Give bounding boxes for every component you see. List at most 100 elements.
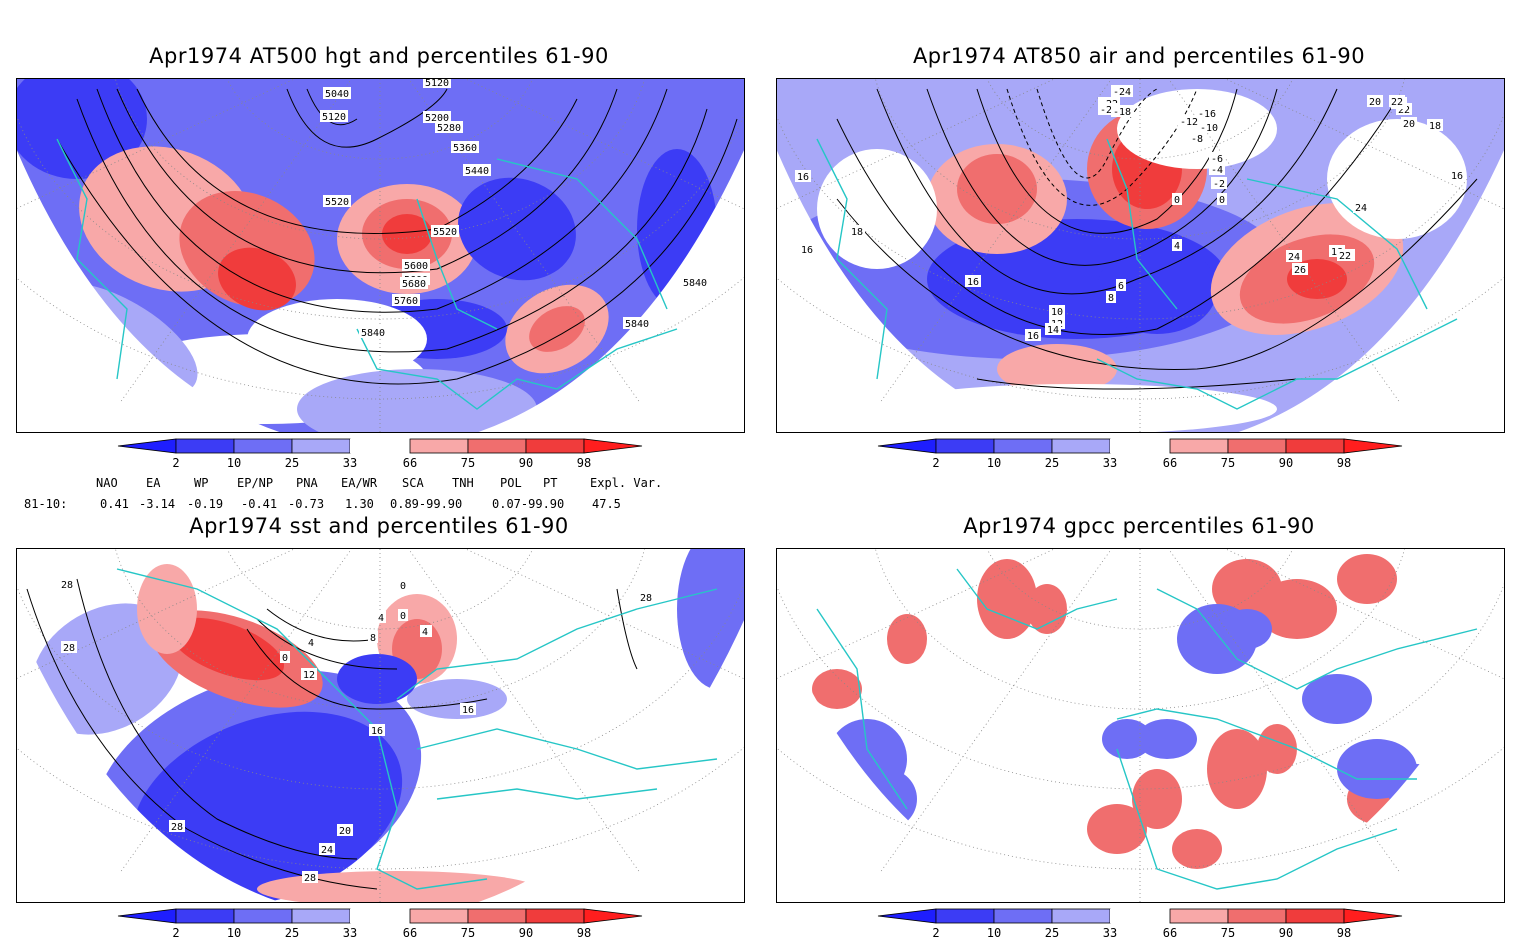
svg-text:5600: 5600 — [404, 261, 428, 272]
index-value-nao: 0.41 — [100, 497, 129, 511]
colorbar-arrow-low — [117, 908, 177, 924]
index-header-sca: SCA — [402, 476, 424, 490]
svg-text:22: 22 — [1339, 251, 1351, 262]
contour-label: 20 — [1401, 117, 1417, 130]
precip-anomaly — [1302, 674, 1372, 724]
contour-label: 16 — [369, 724, 385, 737]
svg-text:5520: 5520 — [325, 197, 349, 208]
svg-text:22: 22 — [1398, 105, 1410, 116]
contour-label: -4 — [1209, 163, 1225, 176]
contour-label: 28 — [61, 641, 77, 654]
colorbar-segment — [1110, 909, 1170, 923]
anomaly-shade — [17, 79, 147, 179]
svg-text:24: 24 — [1288, 252, 1300, 263]
contour-label: 0 — [398, 579, 408, 592]
contour-line — [136, 88, 578, 234]
anomaly-shade — [407, 679, 507, 719]
contour-line — [266, 608, 378, 642]
svg-text:8: 8 — [370, 633, 376, 644]
colorbar-segment — [1051, 438, 1111, 454]
index-header-pt: PT — [543, 476, 558, 490]
anomaly-shade — [677, 549, 744, 689]
colorbar-segment — [1285, 438, 1345, 454]
anomaly-shade — [529, 306, 585, 352]
contour-label: 16 — [1449, 169, 1465, 182]
svg-text:22: 22 — [1391, 97, 1403, 108]
contour-label: -24 — [1111, 85, 1133, 98]
colorbar-tick-label: 75 — [461, 456, 475, 470]
contour-label: 0 — [1172, 193, 1182, 206]
index-header-pol: POL — [500, 476, 522, 490]
contour-label: -10 — [1198, 121, 1220, 134]
svg-text:12: 12 — [303, 670, 315, 681]
contour-label: 24 — [1353, 201, 1369, 214]
svg-text:5040: 5040 — [325, 89, 349, 100]
contour-label: 6 — [1116, 279, 1126, 292]
index-row-label: 81-10: — [24, 497, 68, 511]
graticule — [17, 549, 744, 902]
precip-anomaly — [1102, 719, 1152, 759]
index-value-eawr: 1.30 — [345, 497, 374, 511]
colorbar-tick-label: 10 — [227, 456, 241, 470]
colorbar-segment — [1285, 908, 1345, 924]
colorbar-tick-label: 75 — [461, 926, 475, 940]
anomaly-shade — [817, 149, 937, 269]
contour-line — [96, 88, 668, 313]
index-value-explvar: 47.5 — [592, 497, 621, 511]
contour-label: 8 — [368, 631, 378, 644]
map-panel-hgt500: 5040 5120 5120 5200 5280 5360 5440 5520 5520 5600… — [16, 78, 745, 433]
colorbar-segment — [1051, 908, 1111, 924]
colorbar-arrow-high — [583, 438, 643, 454]
svg-text:-24: -24 — [1113, 87, 1131, 98]
colorbar-tick-label: 10 — [987, 926, 1001, 940]
contour-line — [836, 98, 1398, 336]
svg-text:10: 10 — [1051, 307, 1063, 318]
colorbar-tick-label: 33 — [1103, 456, 1117, 470]
contour-label: 16 — [460, 703, 476, 716]
contour-label: 28 — [169, 820, 185, 833]
colorbar-segment — [175, 908, 235, 924]
index-value-wp: -0.19 — [187, 497, 224, 511]
colorbar-tick-label: 33 — [1103, 926, 1117, 940]
index-header-nao: NAO — [96, 476, 118, 490]
contour-label: 5200 — [423, 111, 451, 124]
contour-line — [286, 88, 448, 148]
colorbar-tick-label: 33 — [343, 926, 357, 940]
contour-label: 20 — [1367, 95, 1383, 108]
svg-text:28: 28 — [171, 822, 183, 833]
svg-text:4: 4 — [378, 613, 384, 624]
panel-title-gpcc: Apr1974 gpcc percentiles 61-90 — [963, 514, 1315, 538]
colorbar-tick-label: 2 — [932, 926, 939, 940]
colorbar-segment — [993, 908, 1053, 924]
contour-label: 5840 — [681, 276, 709, 289]
panel-title-hgt500: Apr1974 AT500 hgt and percentiles 61-90 — [149, 44, 609, 68]
anomaly-shade — [337, 654, 417, 704]
colorbar-tick-label: 66 — [1163, 926, 1177, 940]
contour-label: 5520 — [431, 225, 459, 238]
anomaly-shade — [382, 214, 432, 254]
panel-title-sst: Apr1974 sst and percentiles 61-90 — [189, 514, 569, 538]
colorbar-tick-label: 2 — [172, 926, 179, 940]
colorbar-segment — [525, 438, 585, 454]
anomaly-shade — [218, 247, 296, 311]
svg-text:28: 28 — [61, 580, 73, 591]
colorbar-top-left: 2 10 25 33 66 75 90 98 — [110, 438, 650, 474]
svg-text:5680: 5680 — [402, 279, 426, 290]
colorbar-tick-label: 75 — [1221, 926, 1235, 940]
contour-label: 28 — [59, 578, 75, 591]
colorbar-bottom-right: 2 10 25 33 66 75 90 98 — [870, 908, 1410, 944]
colorbar-tick-label: 25 — [285, 456, 299, 470]
contour-label: 16 — [965, 275, 981, 288]
svg-text:-4: -4 — [1211, 165, 1223, 176]
contour-label: 22 — [1389, 95, 1405, 108]
contour-label: 0 — [1217, 193, 1227, 206]
colorbar-tick-label: 98 — [1337, 926, 1351, 940]
contour-label: 16 — [795, 170, 811, 183]
svg-text:5120: 5120 — [425, 79, 449, 89]
colorbar-tick-label: 25 — [1045, 456, 1059, 470]
colorbar-segment — [175, 438, 235, 454]
colorbar-segment — [467, 438, 527, 454]
colorbar-segment — [350, 439, 410, 453]
air850-map: -24-22-20-18-16-12-10-8-6-4-200468101214… — [777, 79, 1504, 432]
svg-text:4: 4 — [308, 638, 314, 649]
